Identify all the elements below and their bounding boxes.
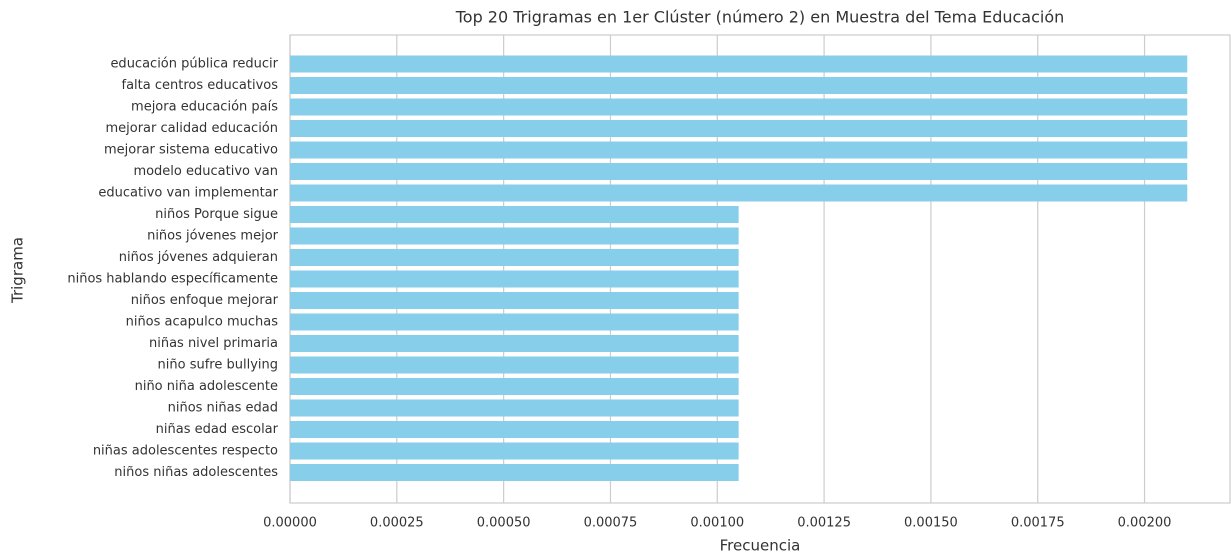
y-tick-label: niños jóvenes mejor [147,229,279,244]
x-tick-label: 0.00050 [477,516,531,531]
y-tick-label: niños acapulco muchas [126,315,279,330]
y-tick-label: niñas nivel primaria [149,336,278,351]
chart-title: Top 20 Trigramas en 1er Clúster (número … [455,8,1065,27]
x-axis-label: Frecuencia [720,537,801,555]
y-tick-label: niños hablando específicamente [67,272,278,287]
y-tick-label: niños niñas adolescentes [114,465,278,480]
y-tick-label: educación pública reducir [110,57,278,72]
bar [290,292,739,309]
x-tick-label: 0.00000 [263,516,317,531]
bar [290,399,739,417]
x-tick-label: 0.00150 [904,516,958,531]
bar [290,206,739,223]
bar [290,464,739,481]
y-tick-label: mejorar sistema educativo [104,143,278,158]
x-tick-label: 0.00125 [797,516,851,531]
bar [290,356,739,374]
x-tick-label: 0.00175 [1011,516,1065,531]
bar [290,98,1188,116]
y-axis-label: Trigrama [9,237,27,304]
y-tick-label: niño niña adolescente [135,379,278,394]
bar [290,335,739,352]
bar [290,141,1188,159]
bar [290,163,1188,180]
y-tick-label: niños Porque sigue [155,207,278,222]
bar [290,77,1188,94]
bar [290,227,739,245]
bar [290,270,739,288]
x-tick-label: 0.00025 [370,516,424,531]
x-tick-label: 0.00200 [1118,516,1172,531]
y-tick-label: falta centros educativos [122,78,279,93]
y-tick-label: niñas adolescentes respecto [93,444,278,459]
y-tick-label: niños enfoque mejorar [131,293,279,308]
y-tick-label: niño sufre bullying [158,358,278,373]
bar [290,55,1188,73]
y-tick-label: niños niñas edad [168,401,278,416]
bar [290,120,1188,137]
bar [290,378,739,395]
bar [290,442,739,460]
bar [290,313,739,331]
x-tick-label: 0.00075 [584,516,638,531]
bar [290,184,1188,202]
bar [290,421,739,438]
y-tick-label: mejorar calidad educación [105,121,278,136]
bar [290,249,739,266]
y-tick-label: modelo educativo van [133,164,278,179]
y-tick-label: niños jóvenes adquieran [119,250,278,265]
y-tick-label: educativo van implementar [98,186,278,201]
y-tick-label: mejora educación país [131,100,278,115]
x-tick-label: 0.00100 [690,516,744,531]
y-tick-label: niñas edad escolar [156,422,279,437]
